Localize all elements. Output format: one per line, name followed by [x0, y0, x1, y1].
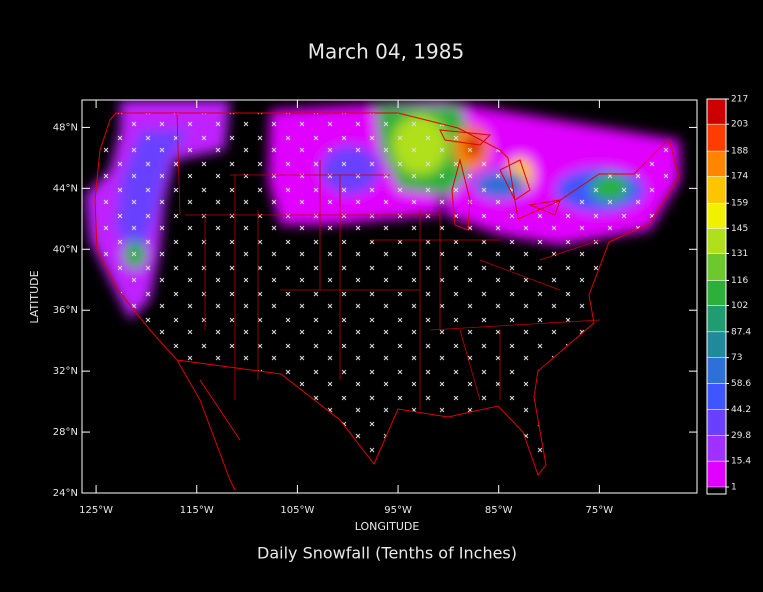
title: March 04, 1985 [308, 40, 464, 64]
colorbar-swatch [706, 280, 727, 306]
x-tick-label: 95°W [384, 505, 412, 516]
lake-outline [439, 129, 561, 231]
colorbar: 1 15.4 29.8 44.2 58.6 73 87.4 102 116 131 145 159 17… [706, 95, 751, 495]
colorbar-label: 131 [731, 249, 748, 259]
y-axis-label: LATITUDE [28, 270, 41, 323]
colorbar-label: 116 [731, 276, 748, 286]
colorbar-swatch [706, 331, 727, 358]
x-tick-label: 75°W [586, 505, 614, 516]
colorbar-swatch [706, 202, 727, 229]
colorbar-label: 188 [731, 147, 748, 157]
axes: 125°W 115°W 105°W 95°W 85°W 75°W 24°N 28°N 32°N 3… [53, 100, 697, 516]
colorbar-swatch [706, 253, 727, 281]
colorbar-swatch [706, 175, 727, 204]
x-axis-label: LONGITUDE [355, 520, 420, 533]
x-tick-label: 105°W [280, 505, 314, 516]
y-tick-label: 32°N [53, 366, 78, 377]
subtitle: Daily Snowfall (Tenths of Inches) [257, 544, 517, 563]
colorbar-label: 1 [731, 483, 737, 493]
colorbar-swatch [706, 383, 727, 410]
colorbar-swatch [706, 357, 727, 384]
colorbar-label: 44.2 [731, 405, 751, 415]
colorbar-label: 159 [731, 199, 748, 209]
colorbar-label: 145 [731, 224, 748, 234]
colorbar-label: 29.8 [731, 431, 751, 441]
y-tick-label: 44°N [53, 183, 78, 194]
colorbar-swatch [706, 150, 727, 177]
y-tick-label: 36°N [53, 305, 78, 316]
mexico-coast [176, 359, 241, 491]
y-tick-label: 48°N [53, 122, 78, 133]
colorbar-label: 58.6 [731, 379, 751, 389]
colorbar-swatch [706, 460, 727, 488]
colorbar-label: 15.4 [731, 457, 751, 467]
colorbar-label: 87.4 [731, 327, 751, 337]
colorbar-swatch [706, 409, 727, 436]
y-tick-label: 28°N [53, 427, 78, 438]
colorbar-swatch [706, 435, 727, 462]
map [85, 100, 680, 491]
colorbar-swatch [706, 123, 727, 152]
x-tick-label: 85°W [485, 505, 513, 516]
colorbar-swatch [706, 98, 727, 125]
country-outline [94, 112, 680, 477]
colorbar-frame [706, 98, 727, 495]
x-tick-label: 125°W [79, 505, 113, 516]
plot-frame [81, 99, 698, 494]
colorbar-label: 217 [731, 95, 748, 105]
y-tick-label: 40°N [53, 244, 78, 255]
colorbar-swatch [706, 228, 727, 254]
state-lines [176, 112, 601, 410]
colorbar-swatch [706, 305, 727, 333]
colorbar-label: 73 [731, 353, 742, 363]
colorbar-label: 102 [731, 301, 748, 311]
x-tick-label: 115°W [180, 505, 214, 516]
colorbar-label: 174 [731, 172, 748, 182]
y-tick-label: 24°N [53, 488, 78, 499]
colorbar-label: 203 [731, 120, 748, 130]
